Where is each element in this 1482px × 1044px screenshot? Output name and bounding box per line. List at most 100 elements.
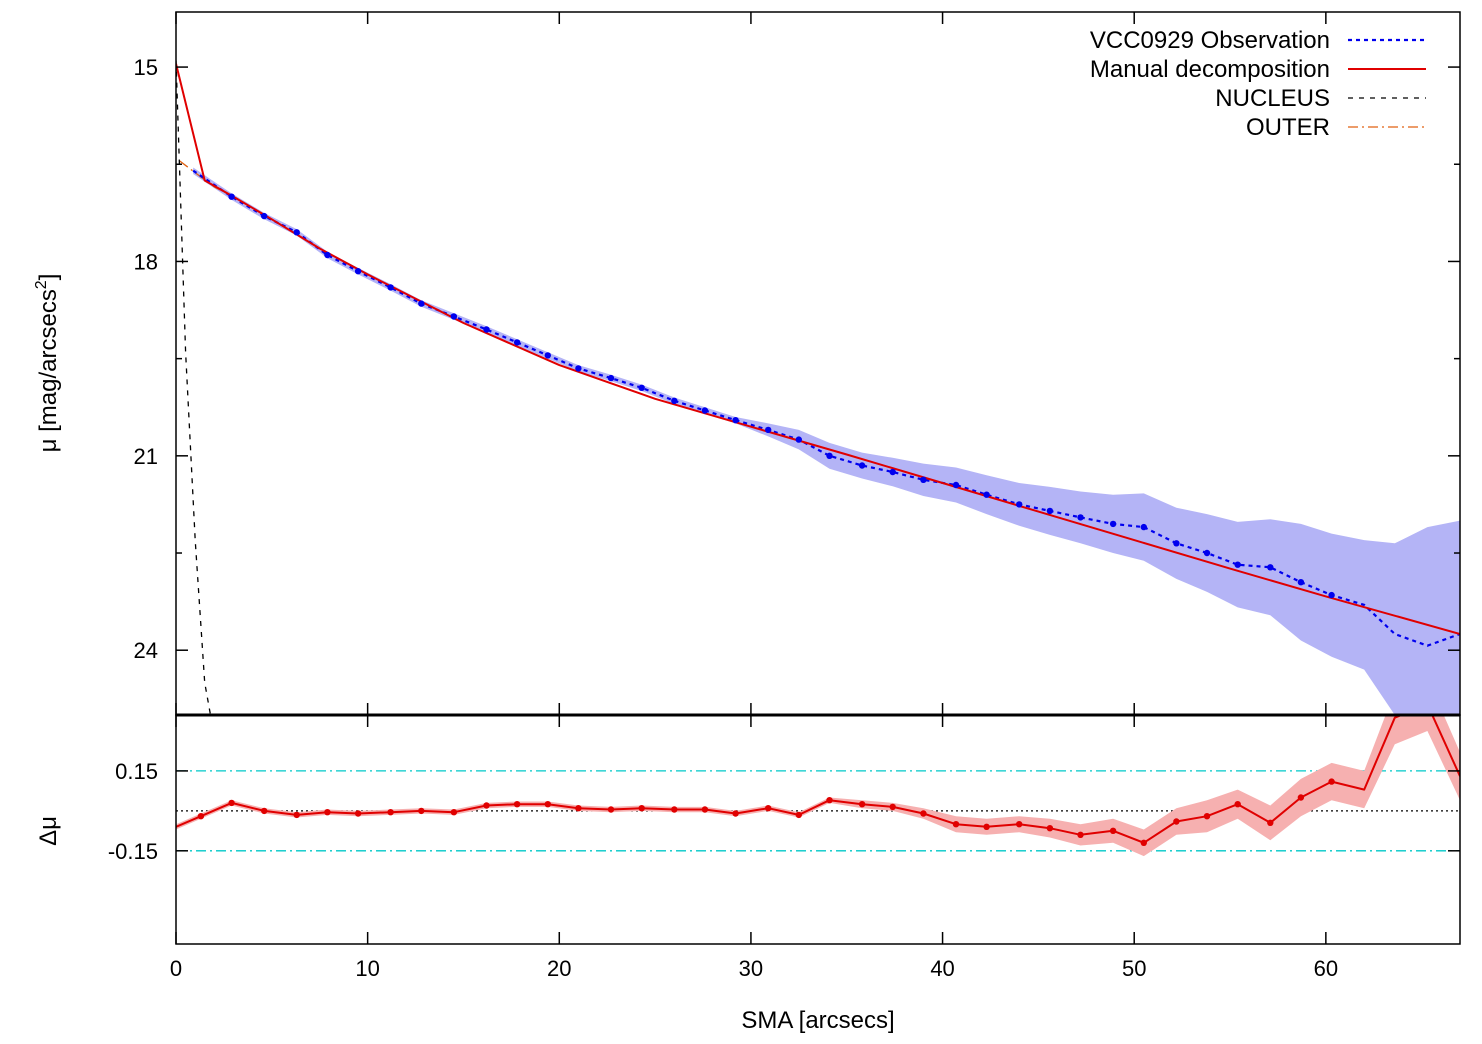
residual-point [765,805,772,812]
y-axis-title-main-end: ] [35,274,62,281]
residual-point [983,823,990,830]
residual-point [858,801,866,808]
residual-band-polygon [176,715,1460,857]
observation-point [889,468,896,476]
residual-point [732,810,739,817]
observation-point [1046,507,1054,515]
observation-point [701,407,709,414]
residual-point [228,799,235,807]
legend-label: Manual decomposition [1090,56,1330,83]
legend-label: VCC0929 Observation [1090,27,1330,54]
residual-point [483,802,490,809]
y-tick-label: 18 [134,249,158,274]
axis-tick-labels: 0 10 20 30 40 50 60 15 18 21 24 0.15 -0.15 [108,55,1338,981]
residual-point [1046,825,1054,832]
observation-point [513,339,521,346]
observation-point [1267,564,1274,571]
y-tick-label: 15 [134,55,158,80]
residual-point [920,810,927,817]
residual-point [450,809,458,816]
residual-point [1173,818,1180,825]
observation-point [1016,501,1023,508]
manual-decomposition-line [176,63,1460,635]
x-tick-label: 50 [1122,956,1146,981]
observation-point [387,284,394,291]
residual-point [575,805,582,812]
x-tick-label: 20 [547,956,571,981]
observation-error-band [193,167,1460,715]
observation-point [1077,514,1084,521]
residual-point [701,806,709,813]
observation-point [544,352,551,359]
residual-point [418,807,425,815]
residual-point [1077,831,1084,838]
observation-point [450,313,458,320]
residual-point [1297,794,1305,801]
legend-label: NUCLEUS [1215,85,1330,112]
observation-point [261,212,268,220]
y-tick-label: 21 [134,444,158,469]
y-axis-title-main-text: μ [mag/arcsecs [35,289,62,452]
observation-point [983,491,990,498]
observation-point [638,384,645,391]
y-tick-label: -0.15 [108,839,158,864]
residual-point [952,821,960,828]
x-tick-label: 0 [170,956,182,981]
observation-line [192,169,1460,647]
residual-point [1109,827,1117,834]
observation-point [324,251,331,259]
residual-point [1328,778,1335,785]
observation-point [1109,520,1117,528]
x-tick-label: 40 [930,956,954,981]
residual-point [293,811,300,819]
residual-point [889,803,896,811]
observation-point [354,268,362,275]
observation-point [1297,579,1305,586]
nucleus-line [176,60,212,715]
residual-point [324,809,331,816]
y-axis-title-residual: Δμ [35,816,62,846]
residual-point [544,801,551,808]
residual-point [513,801,521,808]
residual-point [826,797,833,804]
observation-point [293,229,300,236]
y-tick-label: 0.15 [115,759,158,784]
residual-point [607,806,615,813]
y-tick-label: 24 [134,638,158,663]
main-series-lines [176,60,1460,715]
residual-polyline [176,715,1460,844]
x-tick-label: 30 [739,956,763,981]
x-axis-title: SMA [arcsecs] [741,1007,894,1034]
observation-point [607,374,615,382]
residual-point [795,811,802,819]
residual-point [197,813,205,820]
x-tick-label: 10 [355,956,379,981]
residual-point [387,809,394,816]
residual-point [1267,819,1274,826]
observation-point [826,452,833,459]
observation-point [1328,591,1335,599]
observation-point [1173,540,1180,547]
observation-point [1140,523,1148,531]
y-axis-title-main-superscript: 2 [33,280,50,289]
observation-point [1203,549,1211,557]
observation-point [765,426,772,434]
axis-ticks [175,12,1460,944]
observation-point [418,300,425,307]
observation-band-polygon [193,167,1460,715]
y-axis-title-main: μ [mag/arcsecs2] [33,274,62,453]
residual-line [176,715,1460,846]
residual-point [354,810,362,817]
observation-point [575,365,582,372]
residual-point [1140,839,1148,846]
observation-point [920,476,927,483]
x-tick-label: 60 [1314,956,1338,981]
observation-point [1234,561,1241,568]
observation-point [228,193,235,200]
legend-label: OUTER [1246,114,1330,141]
residual-point [638,805,645,812]
residual-point [1203,813,1211,820]
residual-point [1016,821,1023,828]
